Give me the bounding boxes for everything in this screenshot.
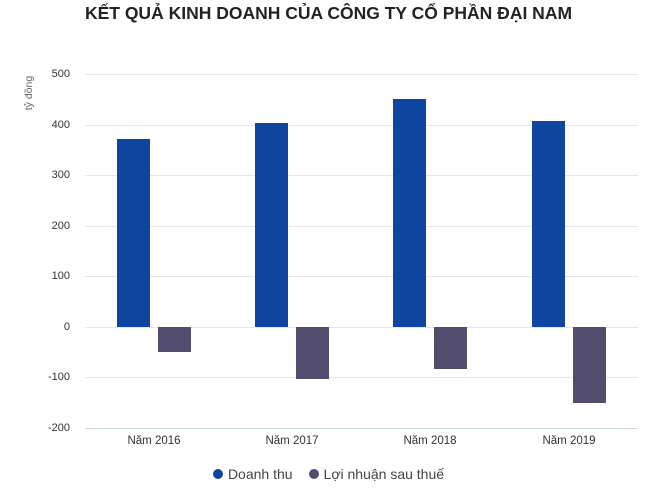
gridline: [85, 74, 638, 75]
bar-loi-nhuan[interactable]: [573, 326, 606, 404]
y-tick-label: -200: [47, 422, 70, 434]
bar-doanh-thu[interactable]: [393, 98, 426, 327]
chart-title: KẾT QUẢ KINH DOANH CỦA CÔNG TY CỔ PHẦN Đ…: [84, 3, 573, 23]
x-tick-label: Năm 2016: [127, 435, 181, 447]
legend-dot-icon: [308, 469, 319, 479]
legend-label: Doanh thu: [227, 466, 293, 482]
y-axis-label: tỷ đồng: [23, 75, 35, 111]
bar-doanh-thu[interactable]: [532, 121, 565, 327]
legend-label: Lợi nhuận sau thuế: [323, 466, 445, 482]
legend-dot-icon: [212, 469, 223, 479]
x-tick-label: Năm 2019: [542, 435, 596, 447]
y-tick-label: -100: [47, 371, 70, 383]
y-tick-label: 100: [51, 270, 70, 282]
gridline: [85, 327, 638, 328]
x-tick-label: Năm 2018: [403, 435, 457, 447]
y-tick-label: 400: [51, 119, 70, 131]
gridline: [85, 226, 638, 227]
gridline: [85, 276, 638, 277]
legend: Doanh thu Lợi nhuận sau thuế: [0, 466, 657, 482]
x-axis-line: [85, 428, 638, 429]
legend-item-loi-nhuan[interactable]: Lợi nhuận sau thuế: [308, 466, 445, 482]
y-tick-label: 200: [51, 220, 70, 232]
bar-loi-nhuan[interactable]: [434, 326, 467, 370]
gridline: [85, 175, 638, 176]
bar-doanh-thu[interactable]: [255, 123, 288, 327]
bar-loi-nhuan[interactable]: [158, 326, 191, 352]
y-tick-label: 0: [63, 321, 70, 333]
x-tick-label: Năm 2017: [265, 435, 319, 447]
legend-item-doanh-thu[interactable]: Doanh thu: [212, 466, 293, 482]
y-tick-label: 500: [51, 68, 70, 80]
bar-loi-nhuan[interactable]: [296, 326, 329, 379]
gridline: [85, 377, 638, 378]
gridline: [85, 125, 638, 126]
bar-doanh-thu[interactable]: [117, 139, 150, 327]
y-tick-label: 300: [51, 169, 70, 181]
